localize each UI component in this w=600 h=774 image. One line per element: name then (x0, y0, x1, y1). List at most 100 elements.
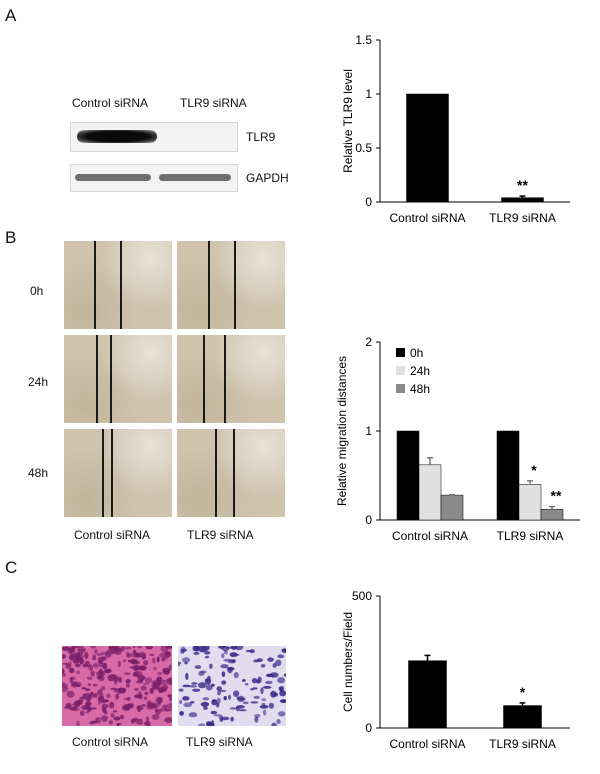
stained-cell (223, 658, 233, 662)
bar (396, 430, 420, 521)
stained-cell (134, 687, 139, 692)
stained-cell (88, 664, 94, 671)
stained-cell (230, 716, 234, 722)
stained-cell (259, 705, 269, 709)
stained-cell (182, 684, 191, 688)
stained-cell (205, 684, 213, 691)
stained-cell (283, 673, 286, 677)
significance-marker: * (531, 462, 537, 478)
stained-cell (62, 654, 67, 659)
stained-cell (249, 688, 255, 691)
scratch-image-control-48h (64, 429, 172, 517)
stained-cell (260, 664, 266, 668)
stained-cell (180, 649, 185, 654)
stained-cell (130, 651, 140, 658)
stained-cell (241, 679, 246, 682)
stained-cell (114, 689, 118, 693)
stained-cell (178, 664, 181, 667)
bar (501, 197, 544, 203)
stained-cell (166, 702, 172, 709)
stained-cell (137, 718, 144, 722)
stained-cell (271, 722, 277, 726)
stained-cell (262, 709, 267, 716)
stained-cell (117, 690, 122, 695)
stained-cell (113, 716, 121, 721)
timepoint-label-48h: 48h (28, 466, 49, 480)
stained-cell (165, 646, 171, 649)
stained-cell (92, 656, 97, 661)
stained-cell (62, 681, 65, 687)
stained-cell (191, 682, 198, 685)
stained-cell (179, 711, 184, 716)
bar (496, 430, 520, 521)
stained-cell (257, 676, 262, 683)
stained-cell (132, 672, 139, 677)
stained-cell (267, 657, 274, 662)
stained-cell (161, 684, 169, 690)
stained-cell (86, 708, 91, 713)
stained-cell (138, 651, 147, 658)
stained-cell (131, 718, 135, 724)
y-axis-label: Relative migration distances (335, 356, 349, 506)
stained-cell (254, 716, 259, 723)
stained-cell (119, 714, 125, 720)
stained-cell (137, 705, 142, 713)
stained-cell (229, 652, 238, 658)
stained-cell (154, 679, 160, 682)
stained-cell (101, 706, 107, 713)
stained-cell (62, 668, 65, 675)
stained-cell (261, 698, 267, 702)
stained-cell (230, 646, 238, 650)
stained-cell (76, 670, 81, 675)
stained-cell (95, 652, 103, 656)
y-tick-label: 1 (365, 424, 372, 438)
stained-cell (162, 669, 170, 675)
stained-cell (188, 685, 198, 688)
stained-cell (126, 651, 130, 658)
stained-cell (202, 697, 210, 701)
stained-cell (270, 690, 277, 698)
stained-cell (87, 694, 92, 702)
stained-cell (81, 687, 87, 690)
stained-cell (203, 706, 208, 710)
stained-cell (218, 715, 223, 719)
x-category-label: TLR9 siRNA (489, 211, 556, 225)
stained-cell (210, 710, 218, 715)
legend-label: 0h (410, 346, 423, 360)
stained-cell (143, 659, 149, 666)
stained-cell (110, 687, 118, 691)
y-tick-label: 0.5 (355, 141, 372, 155)
stained-cell (221, 671, 226, 678)
stained-cell (164, 651, 171, 658)
stained-cell (79, 657, 84, 665)
stained-cell (118, 676, 122, 683)
stained-cell (227, 666, 235, 671)
stained-cell (92, 662, 100, 668)
stained-cell (83, 652, 89, 659)
stained-cell (209, 663, 213, 669)
stained-cell (143, 721, 151, 726)
timepoint-label-0h: 0h (30, 284, 44, 298)
stained-cell (225, 646, 234, 649)
stained-cell (132, 646, 136, 649)
stained-cell (184, 661, 188, 665)
stained-cell (153, 666, 157, 671)
bar (406, 93, 449, 203)
legend-swatch (396, 384, 405, 393)
stained-cell (210, 720, 215, 726)
stained-cell (200, 670, 207, 674)
stained-cell (74, 705, 80, 708)
stained-cell (204, 655, 210, 659)
scratch-image-tlr9-48h (177, 429, 285, 517)
stained-cell (123, 672, 131, 675)
legend-label: 24h (410, 364, 430, 378)
stained-cell (92, 683, 98, 687)
x-category-label: TLR9 siRNA (489, 737, 556, 751)
stained-cell (185, 672, 189, 680)
stained-cell (156, 656, 160, 663)
stained-cell (125, 678, 131, 684)
stained-cell (143, 696, 148, 700)
stained-cell (131, 660, 140, 665)
stained-cell (275, 659, 282, 667)
transwell-image-control (62, 646, 172, 726)
